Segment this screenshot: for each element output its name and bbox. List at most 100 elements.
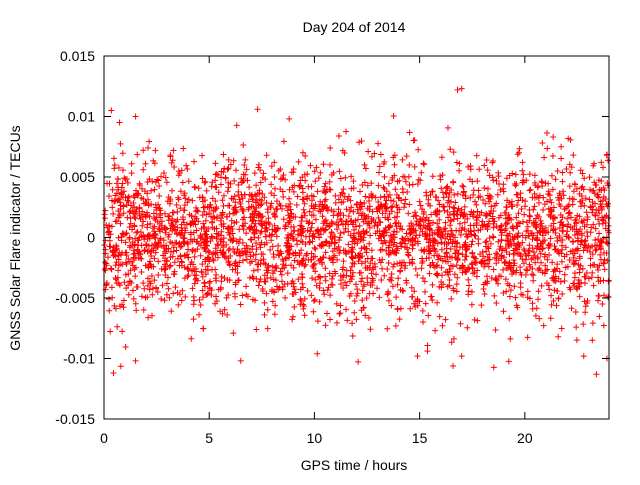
data-point-outlier [132, 357, 139, 364]
data-point [230, 330, 237, 337]
data-point [391, 152, 398, 159]
data-point [332, 270, 339, 277]
data-point [421, 278, 428, 285]
data-point [552, 176, 559, 183]
data-point [293, 237, 300, 244]
data-point [420, 160, 427, 167]
data-point [433, 194, 440, 201]
data-point [186, 211, 193, 218]
data-point [547, 235, 554, 242]
data-point [239, 222, 246, 229]
data-point [587, 186, 594, 193]
data-point [491, 202, 498, 209]
data-point [532, 215, 539, 222]
data-point [494, 191, 501, 198]
data-point [131, 223, 138, 230]
data-point [484, 273, 491, 280]
data-point [144, 248, 151, 255]
data-point [530, 249, 537, 256]
data-point [581, 175, 588, 182]
data-point [328, 239, 335, 246]
data-point [483, 157, 490, 164]
data-point [206, 256, 213, 263]
data-point [312, 201, 319, 208]
data-point [111, 162, 118, 169]
data-point [575, 261, 582, 268]
data-point [153, 213, 160, 220]
data-point [337, 216, 344, 223]
data-point [354, 240, 361, 247]
data-point [127, 267, 134, 274]
data-point [588, 274, 595, 281]
data-point [506, 293, 513, 300]
data-point [362, 215, 369, 222]
data-point [242, 248, 249, 255]
data-point [252, 228, 259, 235]
data-point [512, 182, 519, 189]
data-point [450, 149, 457, 156]
data-point [515, 149, 522, 156]
data-point [323, 222, 330, 229]
data-point [121, 175, 128, 182]
data-point [117, 220, 124, 227]
data-point [223, 254, 230, 261]
data-point [590, 282, 597, 289]
data-point [368, 190, 375, 197]
data-point [427, 227, 434, 234]
data-point [437, 173, 444, 180]
data-point [383, 188, 390, 195]
data-point [312, 245, 319, 252]
data-point [290, 236, 297, 243]
data-point [371, 223, 378, 230]
data-point [342, 218, 349, 225]
data-point [205, 247, 212, 254]
data-point [570, 196, 577, 203]
data-point [369, 264, 376, 271]
data-point [106, 222, 113, 229]
data-point [457, 320, 464, 327]
x-tick-label: 20 [517, 430, 533, 446]
data-point [405, 249, 412, 256]
data-point [110, 244, 117, 251]
data-point [597, 251, 604, 258]
data-point [436, 313, 443, 320]
data-point [473, 273, 480, 280]
data-point [227, 253, 234, 260]
data-point [115, 262, 122, 269]
data-point [191, 183, 198, 190]
data-point [417, 225, 424, 232]
data-point [598, 159, 605, 166]
data-point [102, 207, 109, 214]
data-point [361, 244, 368, 251]
data-point [111, 198, 118, 205]
data-point [148, 272, 155, 279]
data-point [550, 297, 557, 304]
data-point [469, 249, 476, 256]
data-point [523, 266, 530, 273]
data-point [209, 195, 216, 202]
data-point [519, 232, 526, 239]
data-point [419, 255, 426, 262]
data-point [218, 168, 225, 175]
data-point [537, 267, 544, 274]
data-point [115, 196, 122, 203]
data-point [356, 222, 363, 229]
data-point [350, 235, 357, 242]
data-point [454, 257, 461, 264]
data-point [469, 238, 476, 245]
data-point [140, 211, 147, 218]
y-tick-label: 0.015 [60, 48, 95, 64]
data-point [280, 216, 287, 223]
data-point [353, 223, 360, 230]
data-point [329, 273, 336, 280]
data-point [576, 293, 583, 300]
data-point [304, 227, 311, 234]
data-point [131, 214, 138, 221]
data-point [439, 189, 446, 196]
data-point [566, 234, 573, 241]
data-point [296, 261, 303, 268]
data-point [534, 184, 541, 191]
data-point [544, 256, 551, 263]
data-point [379, 231, 386, 238]
data-point [470, 253, 477, 260]
